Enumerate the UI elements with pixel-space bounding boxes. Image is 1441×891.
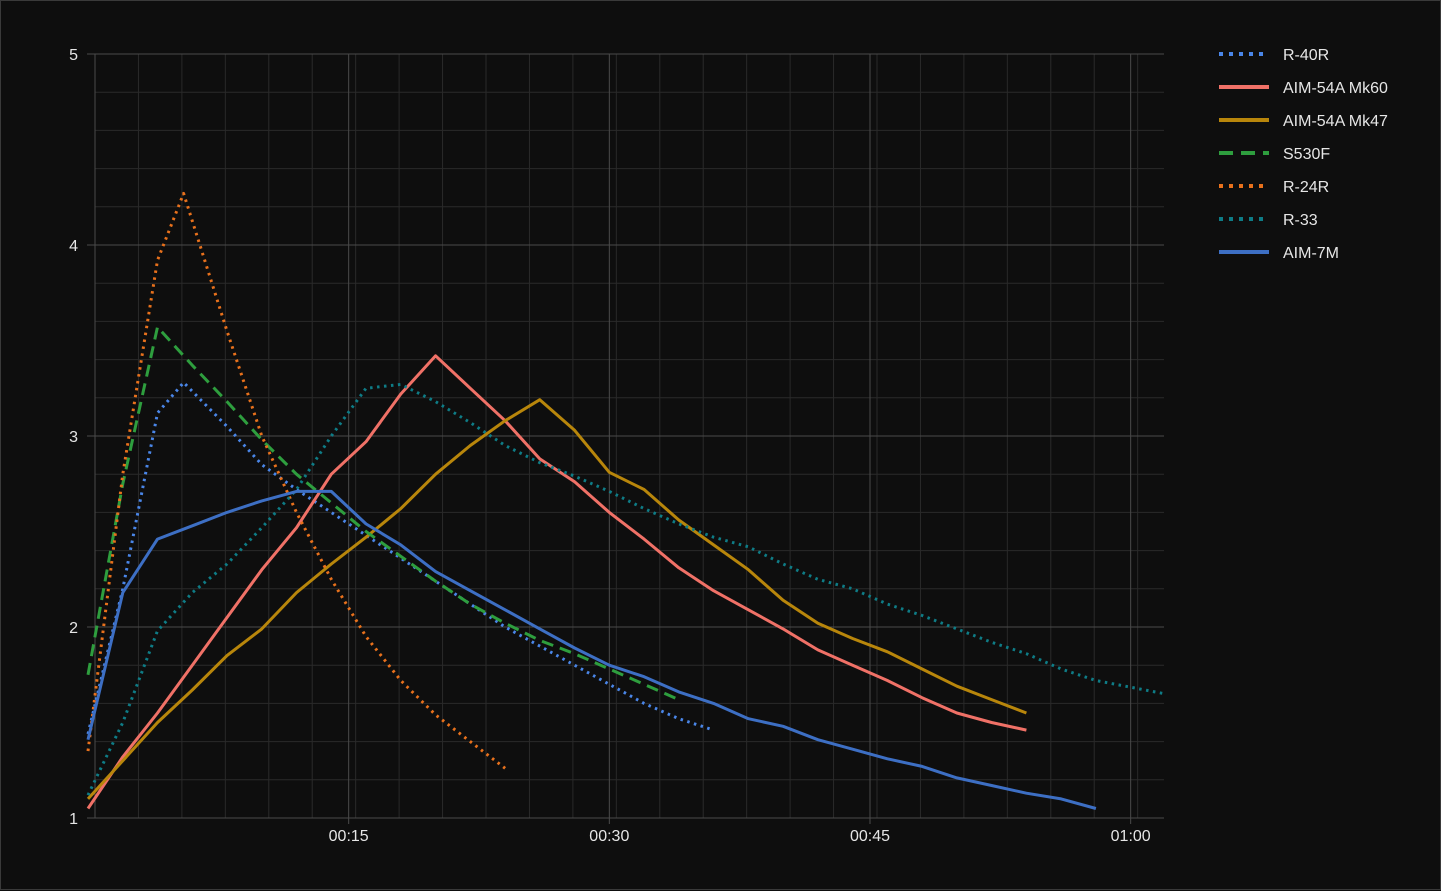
series-lines — [86, 191, 1166, 810]
x-axis-ticks: 00:15 00:30 00:45 01:00 — [329, 828, 1151, 845]
x-tick-label: 01:00 — [1111, 828, 1151, 845]
legend-label: AIM-54A Mk47 — [1283, 113, 1388, 130]
legend-label: AIM-54A Mk60 — [1283, 80, 1388, 97]
y-tick-label: 1 — [69, 811, 78, 828]
series-line-r-33 — [86, 382, 1166, 796]
y-tick-label: 5 — [69, 47, 78, 64]
major-gridlines — [87, 53, 1164, 824]
x-tick-label: 00:15 — [329, 828, 369, 845]
series-line-aim-54a-mk47 — [86, 398, 1027, 800]
legend-label: R-33 — [1283, 212, 1318, 229]
y-tick-label: 3 — [69, 429, 78, 446]
legend-label: R-40R — [1283, 47, 1329, 64]
series-line-s530f — [86, 325, 680, 701]
x-tick-label: 00:30 — [589, 828, 629, 845]
series-line-aim-7m — [86, 489, 1097, 810]
legend: R-40R AIM-54A Mk60 AIM-54A Mk47 S530F R-24R R… — [1219, 47, 1388, 262]
series-line-aim-54a-mk60 — [86, 354, 1027, 810]
y-tick-label: 4 — [69, 238, 78, 255]
legend-label: S530F — [1283, 146, 1330, 163]
legend-label: AIM-7M — [1283, 245, 1339, 262]
legend-label: R-24R — [1283, 179, 1329, 196]
y-axis-ticks: 1 2 3 4 5 — [69, 47, 78, 828]
y-tick-label: 2 — [69, 620, 78, 637]
x-tick-label: 00:45 — [850, 828, 890, 845]
